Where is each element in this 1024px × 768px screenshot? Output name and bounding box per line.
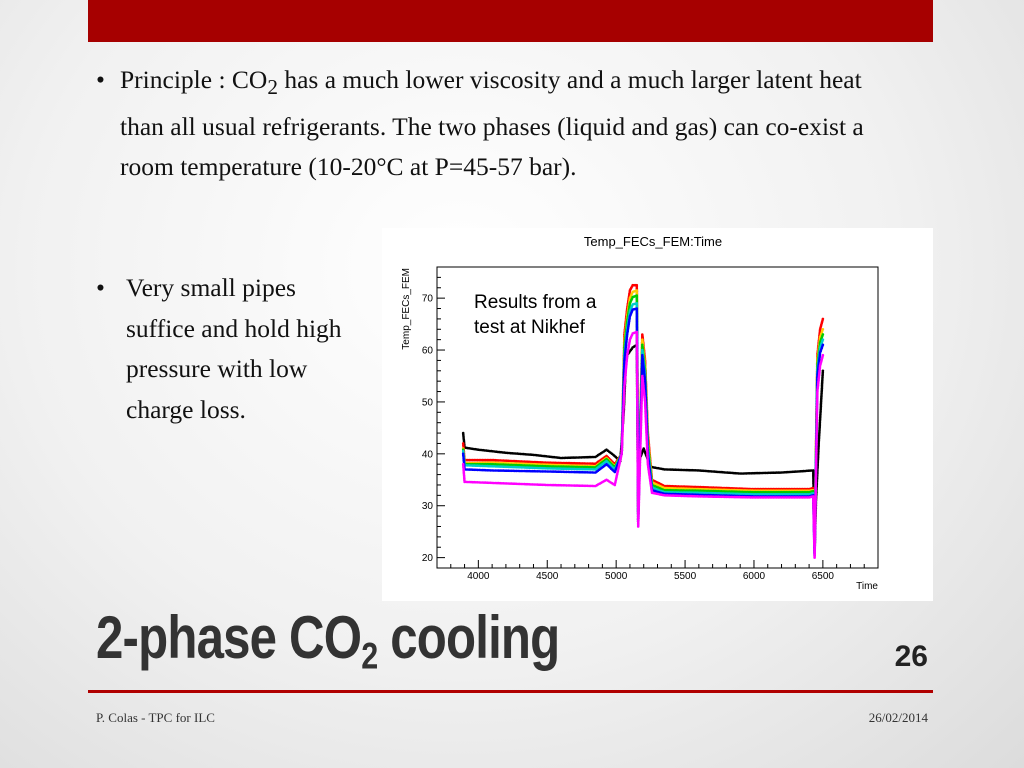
x-tick-label: 6000 [743, 571, 766, 582]
top-accent-bar [88, 0, 933, 42]
y-tick-label: 30 [422, 501, 434, 512]
x-tick-label: 4000 [467, 571, 490, 582]
series-4-point [821, 338, 825, 341]
bullet-principle-prefix: Principle : CO [120, 65, 268, 94]
y-tick-label: 60 [422, 346, 434, 357]
bullet-principle: • Principle : CO2 has a much lower visco… [96, 60, 896, 187]
bullet-dot: • [96, 65, 105, 94]
series-0-point [821, 369, 825, 373]
x-tick-label: 6500 [812, 571, 835, 582]
co2-subscript: 2 [267, 75, 278, 100]
y-tick-label: 50 [422, 397, 434, 408]
bullet-dot: • [96, 273, 105, 302]
y-tick-label: 40 [422, 449, 434, 460]
series-3-point [821, 333, 825, 336]
series-2-point [821, 327, 825, 331]
bullet-pipes: • Very small pipes suffice and hold high… [96, 268, 366, 430]
chart-title: Temp_FECs_FEM:Time [584, 234, 722, 249]
series-5-point [821, 343, 825, 347]
bullet-principle-suffix: has a much lower viscosity and a much la… [120, 65, 864, 182]
y-tick-label: 70 [422, 294, 434, 305]
x-tick-label: 5500 [674, 571, 697, 582]
x-tick-label: 5000 [605, 571, 628, 582]
bullet-principle-text: Principle : CO2 has a much lower viscosi… [120, 60, 896, 187]
temperature-chart: Temp_FECs_FEM:Time Temp_FECs_FEM Time 40… [401, 234, 879, 592]
x-axis-label: Time [856, 581, 878, 592]
y-tick-label: 20 [422, 553, 434, 564]
chart-panel: Temp_FECs_FEM:Time Temp_FECs_FEM Time 40… [382, 228, 933, 601]
bullet-pipes-text: Very small pipes suffice and hold high p… [126, 273, 342, 424]
plot-frame [436, 266, 879, 569]
series-1-point [821, 317, 825, 321]
y-axis-label: Temp_FECs_FEM [401, 268, 412, 350]
x-tick-label: 4500 [536, 571, 559, 582]
